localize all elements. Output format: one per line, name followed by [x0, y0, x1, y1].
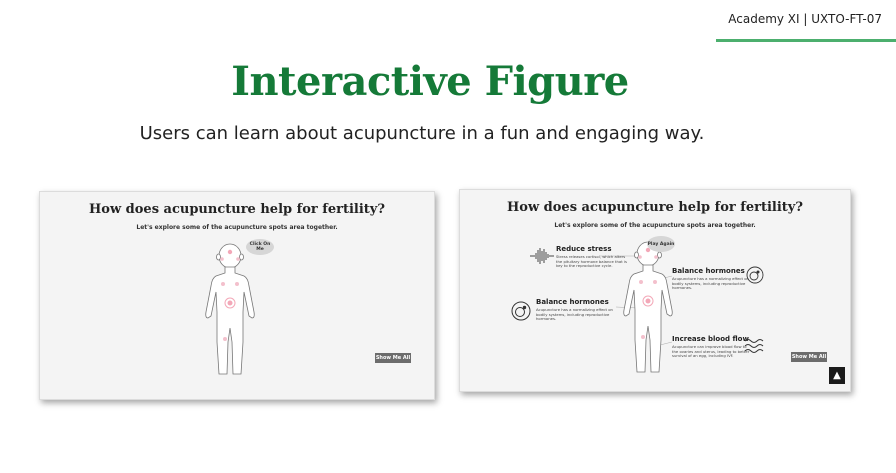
hormone-cell-icon [511, 301, 531, 321]
screen-subtitle: Let's explore some of the acupuncture sp… [136, 224, 338, 231]
play-again-bubble[interactable]: Play Again [647, 236, 675, 252]
note-text: Acupuncture has a normalizing effect on … [672, 276, 749, 291]
click-on-me-bubble[interactable]: Click On Me [246, 239, 274, 255]
blood-flow-icon [744, 339, 764, 353]
hormone-cell-icon [746, 266, 764, 284]
sound-wave-icon [530, 248, 554, 264]
screen-title: How does acupuncture help for fertility? [89, 202, 385, 217]
course-tag: Academy XI | UXTO-FT-07 [728, 12, 882, 26]
note-text: Acupuncture can improve blood flow to th… [672, 344, 750, 359]
screen-title: How does acupuncture help for fertility? [507, 200, 803, 215]
show-me-all-button[interactable]: Show Me All [375, 353, 411, 363]
screen-initial-state: How does acupuncture help for fertility?… [39, 191, 435, 400]
note-text: Stress releases cortisol, which alters t… [556, 254, 627, 269]
chevron-up-icon[interactable]: ▲ [829, 367, 845, 384]
body-figure [205, 243, 255, 375]
note-balance-hormones-right: Balance hormones Acupuncture has a norma… [672, 267, 750, 291]
note-balance-hormones-left: Balance hormones Acupuncture has a norma… [536, 298, 616, 322]
note-title: Increase blood flow [672, 335, 749, 343]
slide-subtitle: Users can learn about acupuncture in a f… [139, 123, 705, 144]
note-title: Reduce stress [556, 245, 612, 253]
slide-title: Interactive Figure [231, 58, 629, 105]
note-title: Balance hormones [672, 267, 745, 275]
header-rule [716, 39, 896, 42]
note-increase-blood-flow: Increase blood flow Acupuncture can impr… [672, 335, 750, 359]
screen-expanded-state: How does acupuncture help for fertility?… [459, 189, 851, 392]
note-reduce-stress: Reduce stress Stress releases cortisol, … [556, 245, 628, 269]
show-me-all-button[interactable]: Show Me All [791, 352, 827, 362]
body-figure [623, 241, 673, 373]
screen-subtitle: Let's explore some of the acupuncture sp… [554, 222, 756, 229]
note-text: Acupuncture has a normalizing effect on … [536, 307, 613, 322]
note-title: Balance hormones [536, 298, 609, 306]
